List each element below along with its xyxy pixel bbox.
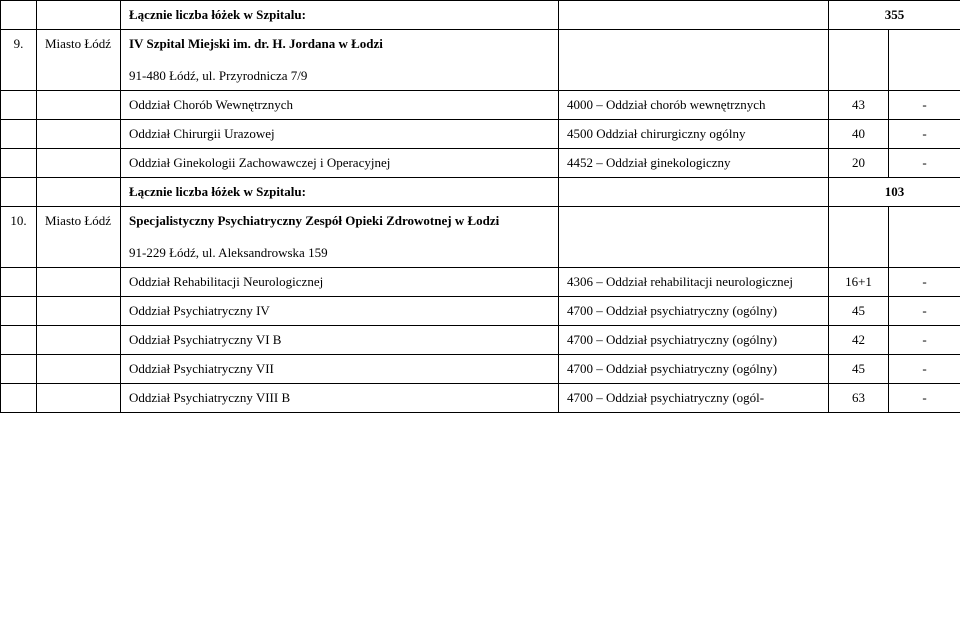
dept-name: Oddział Chorób Wewnętrznych [121,91,559,120]
city-name: Miasto Łódź [37,30,121,91]
cell-num [1,326,37,355]
dept-count: 45 [829,355,889,384]
cell-city [37,1,121,30]
cell-city [37,91,121,120]
table-row: Oddział Psychiatryczny IV 4700 – Oddział… [1,297,960,326]
row-number: 9. [1,30,37,91]
dept-name: Oddział Psychiatryczny VI B [121,326,559,355]
cell-city [37,268,121,297]
hospital-name: IV Szpital Miejski im. dr. H. Jordana w … [121,30,559,91]
hospital-title: IV Szpital Miejski im. dr. H. Jordana w … [129,36,383,51]
cell-code [559,30,829,91]
cell-count [829,207,889,268]
cell-num [1,1,37,30]
dept-name: Oddział Psychiatryczny VIII B [121,384,559,413]
hospital-title: Specjalistyczny Psychiatryczny Zespół Op… [129,213,499,228]
summary-label: Łącznie liczba łóżek w Szpitalu: [121,178,559,207]
dept-extra: - [889,91,960,120]
table-row: Oddział Ginekologii Zachowawczej i Opera… [1,149,960,178]
dept-count: 63 [829,384,889,413]
cell-count [829,30,889,91]
dept-code: 4452 – Oddział ginekologiczny [559,149,829,178]
cell-num [1,149,37,178]
cell-num [1,120,37,149]
table-row: Oddział Rehabilitacji Neurologicznej 430… [1,268,960,297]
dept-name: Oddział Ginekologii Zachowawczej i Opera… [121,149,559,178]
cell-city [37,120,121,149]
cell-city [37,178,121,207]
cell-num [1,91,37,120]
cell-code [559,1,829,30]
table-row: 10. Miasto Łódź Specjalistyczny Psychiat… [1,207,960,268]
table-row: Oddział Psychiatryczny VII 4700 – Oddzia… [1,355,960,384]
dept-count: 45 [829,297,889,326]
cell-city [37,384,121,413]
row-number: 10. [1,207,37,268]
hospital-name: Specjalistyczny Psychiatryczny Zespół Op… [121,207,559,268]
table-row: 9. Miasto Łódź IV Szpital Miejski im. dr… [1,30,960,91]
table-row: Oddział Psychiatryczny VIII B 4700 – Odd… [1,384,960,413]
dept-code: 4700 – Oddział psychiatryczny (ogólny) [559,297,829,326]
table-row: Oddział Psychiatryczny VI B 4700 – Oddzi… [1,326,960,355]
cell-extra [889,30,960,91]
dept-code: 4306 – Oddział rehabilitacji neurologicz… [559,268,829,297]
dept-code: 4700 – Oddział psychiatryczny (ogól- [559,384,829,413]
dept-extra: - [889,355,960,384]
dept-extra: - [889,384,960,413]
cell-num [1,268,37,297]
cell-num [1,178,37,207]
cell-city [37,297,121,326]
dept-extra: - [889,297,960,326]
dept-name: Oddział Psychiatryczny VII [121,355,559,384]
table-row: Łącznie liczba łóżek w Szpitalu: 103 [1,178,960,207]
dept-extra: - [889,268,960,297]
hospital-address: 91-480 Łódź, ul. Przyrodnicza 7/9 [129,68,307,83]
city-name: Miasto Łódź [37,207,121,268]
cell-num [1,384,37,413]
dept-code: 4000 – Oddział chorób wewnętrznych [559,91,829,120]
cell-num [1,297,37,326]
dept-count: 16+1 [829,268,889,297]
cell-city [37,149,121,178]
dept-code: 4700 – Oddział psychiatryczny (ogólny) [559,326,829,355]
cell-city [37,326,121,355]
dept-name: Oddział Chirurgii Urazowej [121,120,559,149]
table-row: Oddział Chorób Wewnętrznych 4000 – Oddzi… [1,91,960,120]
dept-extra: - [889,120,960,149]
cell-code [559,207,829,268]
hospital-address: 91-229 Łódź, ul. Aleksandrowska 159 [129,245,328,260]
dept-count: 42 [829,326,889,355]
dept-name: Oddział Psychiatryczny IV [121,297,559,326]
dept-code: 4500 Oddział chirurgiczny ogólny [559,120,829,149]
table-row: Łącznie liczba łóżek w Szpitalu: 355 [1,1,960,30]
summary-value: 103 [829,178,960,207]
cell-num [1,355,37,384]
hospital-table: Łącznie liczba łóżek w Szpitalu: 355 9. … [0,0,960,413]
cell-city [37,355,121,384]
table-row: Oddział Chirurgii Urazowej 4500 Oddział … [1,120,960,149]
dept-count: 40 [829,120,889,149]
cell-code [559,178,829,207]
summary-label: Łącznie liczba łóżek w Szpitalu: [121,1,559,30]
dept-count: 43 [829,91,889,120]
dept-extra: - [889,149,960,178]
dept-name: Oddział Rehabilitacji Neurologicznej [121,268,559,297]
dept-extra: - [889,326,960,355]
dept-count: 20 [829,149,889,178]
summary-value: 355 [829,1,960,30]
cell-extra [889,207,960,268]
dept-code: 4700 – Oddział psychiatryczny (ogólny) [559,355,829,384]
